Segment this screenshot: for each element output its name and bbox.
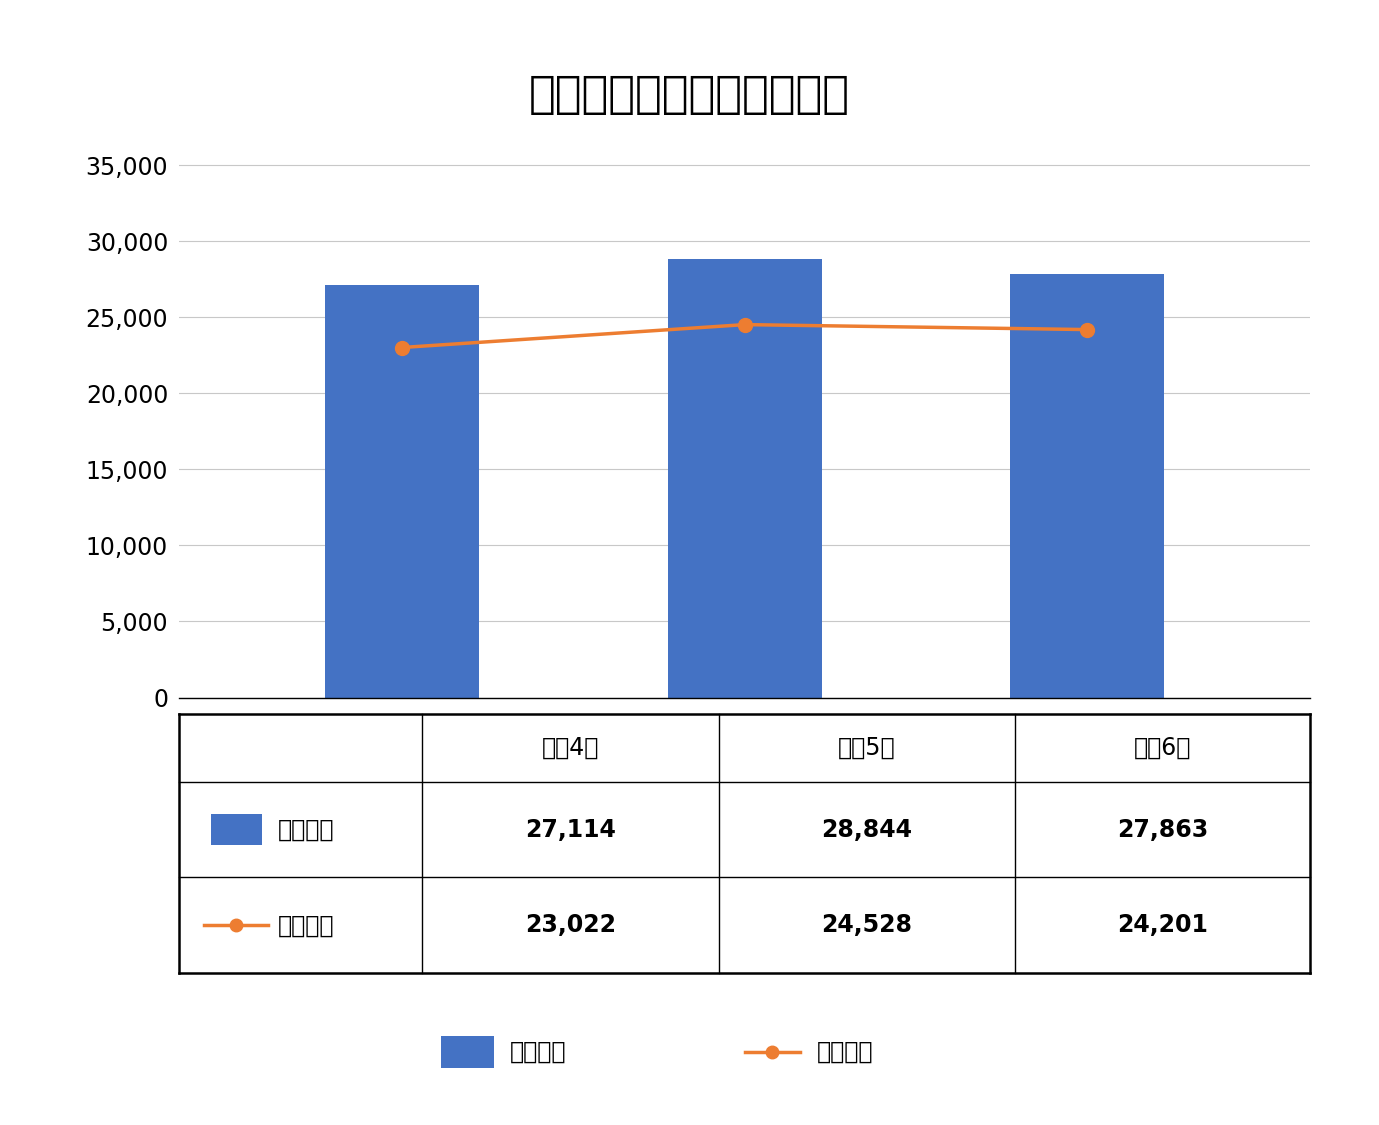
Text: 令和6年: 令和6年 [1134,736,1191,760]
Bar [667,259,822,698]
Text: 搬送人員: 搬送人員 [279,914,335,937]
Bar [211,813,262,845]
Text: 過去の救急出動・搬送人員: 過去の救急出動・搬送人員 [530,73,849,116]
Text: 27,114: 27,114 [525,818,616,842]
Text: 令和5年: 令和5年 [838,736,895,760]
Text: 出動件数: 出動件数 [510,1040,567,1064]
Text: 28,844: 28,844 [822,818,913,842]
Text: 24,528: 24,528 [822,914,913,937]
Text: 搬送人員: 搬送人員 [816,1040,873,1064]
Bar [441,1036,494,1068]
Text: 23,022: 23,022 [525,914,616,937]
Text: 27,863: 27,863 [1117,818,1208,842]
Text: 出動件数: 出動件数 [279,818,335,842]
Bar [1011,273,1164,698]
Text: 令和4年: 令和4年 [542,736,600,760]
Bar [325,286,479,698]
Text: 24,201: 24,201 [1117,914,1208,937]
